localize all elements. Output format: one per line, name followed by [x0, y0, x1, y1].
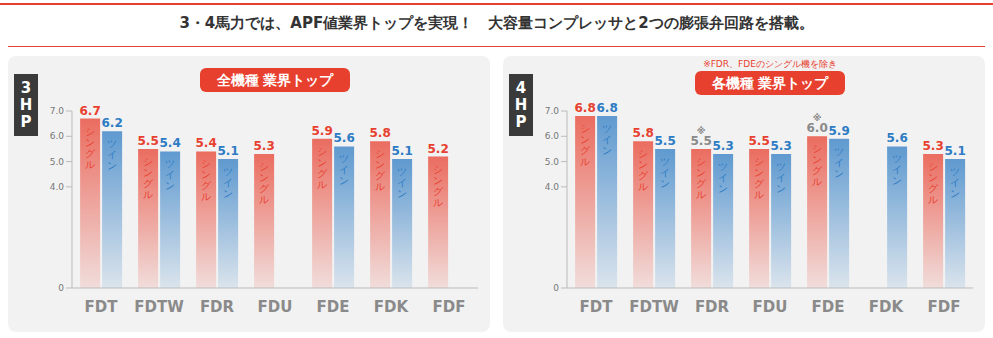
- svg-text:5.1: 5.1: [944, 144, 965, 158]
- svg-text:ツイン: ツイン: [834, 146, 844, 179]
- svg-text:FDR: FDR: [695, 298, 730, 316]
- svg-text:5.5: 5.5: [654, 134, 675, 148]
- svg-text:5.8: 5.8: [632, 126, 653, 140]
- html-text:全機種 業界トップ: 全機種 業界トップ: [216, 72, 334, 88]
- svg-text:シングル: シングル: [754, 156, 765, 200]
- svg-text:5.0: 5.0: [545, 157, 560, 167]
- html-text:3: 3: [20, 78, 32, 97]
- svg-text:5.6: 5.6: [886, 131, 907, 145]
- svg-text:シングル: シングル: [696, 156, 707, 200]
- svg-text:ツイン: ツイン: [718, 161, 728, 194]
- html-text:3・4馬力では、APF値業界トップを実現！ 大容量コンプレッ: 3・4馬力では、APF値業界トップを実現！ 大容量コンプレッサと2つの膨張弁回路…: [179, 14, 814, 32]
- svg-text:シングル: シングル: [580, 123, 591, 167]
- svg-text:6.2: 6.2: [101, 116, 122, 130]
- html-text:P: P: [20, 112, 32, 131]
- svg-text:ツイン: ツイン: [107, 138, 117, 171]
- svg-text:6.0: 6.0: [50, 131, 65, 141]
- svg-text:※5.5: ※5.5: [690, 126, 711, 148]
- svg-text:シングル: シングル: [259, 161, 270, 205]
- svg-text:4.0: 4.0: [50, 182, 65, 192]
- svg-text:0: 0: [553, 283, 559, 293]
- svg-text:FDK: FDK: [869, 298, 905, 316]
- svg-text:ツイン: ツイン: [776, 161, 786, 194]
- html-text:P: P: [515, 112, 527, 131]
- svg-text:FDTW: FDTW: [629, 298, 679, 316]
- svg-text:シングル: シングル: [201, 158, 212, 202]
- svg-text:5.4: 5.4: [159, 136, 180, 150]
- svg-text:FDT: FDT: [85, 298, 119, 316]
- svg-text:6.0: 6.0: [545, 131, 560, 141]
- svg-text:5.4: 5.4: [195, 136, 216, 150]
- svg-text:5.3: 5.3: [770, 139, 791, 153]
- html-text:各機種 業界トップ: 各機種 業界トップ: [711, 75, 829, 91]
- svg-text:ツイン: ツイン: [950, 166, 960, 199]
- svg-text:0: 0: [58, 283, 64, 293]
- svg-text:ツイン: ツイン: [602, 123, 612, 156]
- svg-text:5.3: 5.3: [922, 139, 943, 153]
- svg-text:シングル: シングル: [812, 143, 823, 187]
- svg-text:5.9: 5.9: [311, 124, 332, 138]
- html-text:H: H: [514, 95, 528, 114]
- svg-text:5.1: 5.1: [391, 144, 412, 158]
- svg-text:ツイン: ツイン: [165, 158, 175, 191]
- svg-text:7.0: 7.0: [545, 106, 560, 116]
- svg-text:7.0: 7.0: [50, 106, 65, 116]
- svg-text:6.8: 6.8: [596, 101, 617, 115]
- svg-text:5.9: 5.9: [828, 124, 849, 138]
- svg-text:FDF: FDF: [433, 298, 466, 316]
- svg-text:シングル: シングル: [375, 148, 386, 192]
- svg-text:ツイン: ツイン: [397, 166, 407, 199]
- svg-text:ツイン: ツイン: [892, 153, 902, 186]
- svg-text:5.5: 5.5: [748, 134, 769, 148]
- svg-text:シングル: シングル: [143, 156, 154, 200]
- svg-text:FDE: FDE: [317, 298, 350, 316]
- svg-text:5.3: 5.3: [253, 139, 274, 153]
- svg-text:FDE: FDE: [812, 298, 845, 316]
- svg-text:6.7: 6.7: [79, 104, 100, 118]
- svg-text:FDF: FDF: [928, 298, 961, 316]
- svg-text:FDT: FDT: [580, 298, 614, 316]
- svg-text:5.2: 5.2: [427, 142, 448, 156]
- svg-text:FDR: FDR: [200, 298, 235, 316]
- svg-text:シングル: シングル: [85, 126, 96, 170]
- html-text:4: 4: [515, 78, 527, 97]
- svg-text:FDK: FDK: [374, 298, 410, 316]
- svg-text:6.8: 6.8: [574, 101, 595, 115]
- svg-text:FDU: FDU: [753, 298, 788, 316]
- html-text:※FDR、FDEのシングル機を除き: ※FDR、FDEのシングル機を除き: [703, 59, 837, 69]
- svg-text:FDTW: FDTW: [134, 298, 184, 316]
- svg-text:シングル: シングル: [317, 146, 328, 190]
- svg-text:5.1: 5.1: [217, 144, 238, 158]
- svg-text:ツイン: ツイン: [660, 156, 670, 189]
- svg-text:ツイン: ツイン: [339, 153, 349, 186]
- svg-text:※6.0: ※6.0: [806, 113, 827, 135]
- svg-text:5.6: 5.6: [333, 131, 354, 145]
- svg-text:シングル: シングル: [433, 164, 444, 208]
- svg-text:FDU: FDU: [258, 298, 293, 316]
- svg-text:シングル: シングル: [928, 161, 939, 205]
- svg-text:5.5: 5.5: [137, 134, 158, 148]
- html-text:H: H: [19, 95, 33, 114]
- svg-text:5.8: 5.8: [369, 126, 390, 140]
- svg-text:5.3: 5.3: [712, 139, 733, 153]
- svg-text:シングル: シングル: [638, 148, 649, 192]
- svg-text:5.0: 5.0: [50, 157, 65, 167]
- svg-text:4.0: 4.0: [545, 182, 560, 192]
- svg-text:ツイン: ツイン: [223, 166, 233, 199]
